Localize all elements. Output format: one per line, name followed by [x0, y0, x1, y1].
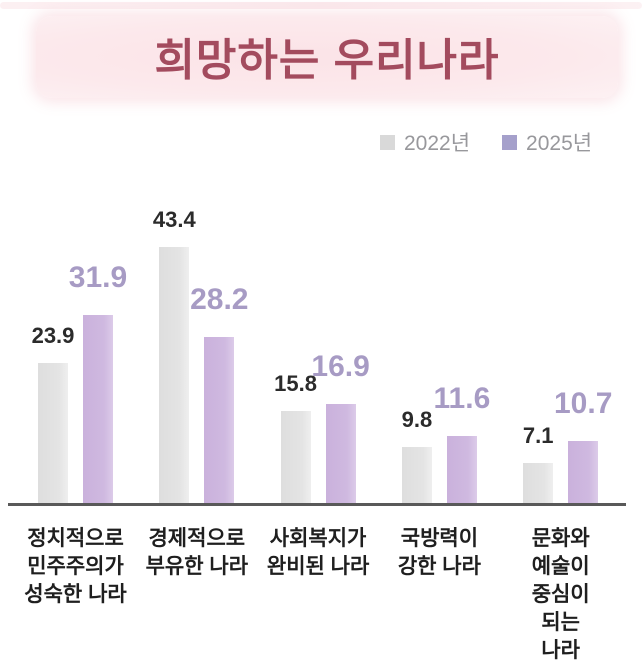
bar-2022-group4	[401, 446, 432, 505]
value-label-2022-group3: 15.8	[274, 371, 318, 396]
bar-2022-group5	[523, 462, 554, 505]
value-label-2022-group2: 43.4	[152, 206, 196, 232]
title-banner: 희망하는 우리나라	[36, 16, 618, 98]
legend-item-2022: 2022년	[380, 127, 470, 157]
bar-2025-group5	[568, 441, 599, 505]
category-label-group5: 문화와 예술이 중심이 되는 나라	[531, 527, 590, 661]
value-label-2025-group3: 16.9	[311, 350, 370, 384]
category-label-group3: 사회복지가 완비된 나라	[266, 527, 370, 578]
bar-2022-group1	[38, 362, 68, 505]
bar-2022-group3	[280, 411, 311, 505]
x-axis-line	[8, 503, 626, 506]
value-label-2025-group1: 31.9	[68, 261, 128, 295]
value-label-2025-group4: 11.6	[433, 381, 491, 415]
legend-label-2025: 2025년	[526, 132, 593, 155]
bar-2022-group2	[159, 246, 190, 505]
legend-swatch-2022	[380, 134, 395, 150]
bar-2025-group4	[446, 435, 477, 505]
category-label-group1: 정치적으로 민주주의가 성숙한 나라	[24, 527, 127, 606]
legend-swatch-2025	[502, 134, 518, 150]
value-label-2022-group5: 7.1	[522, 422, 554, 448]
value-label-2025-group2: 28.2	[190, 283, 249, 317]
bar-2025-group2	[204, 337, 235, 505]
bar-2025-group1	[83, 315, 113, 505]
legend-item-2025: 2025년	[502, 127, 592, 157]
chart-legend: 2022년 2025년	[380, 127, 592, 157]
top-decorative-strip	[0, 2, 642, 9]
category-label-group4: 국방력이 강한 나라	[397, 527, 481, 578]
category-label-group2: 경제적으로 부유한 나라	[145, 527, 249, 578]
legend-label-2022: 2022년	[404, 132, 471, 155]
value-label-2022-group1: 23.9	[31, 322, 75, 348]
value-label-2025-group5: 10.7	[553, 387, 613, 421]
bar-2025-group3	[325, 404, 356, 505]
page-title: 희망하는 우리나라	[154, 36, 500, 85]
value-label-2022-group4: 9.8	[401, 406, 433, 432]
